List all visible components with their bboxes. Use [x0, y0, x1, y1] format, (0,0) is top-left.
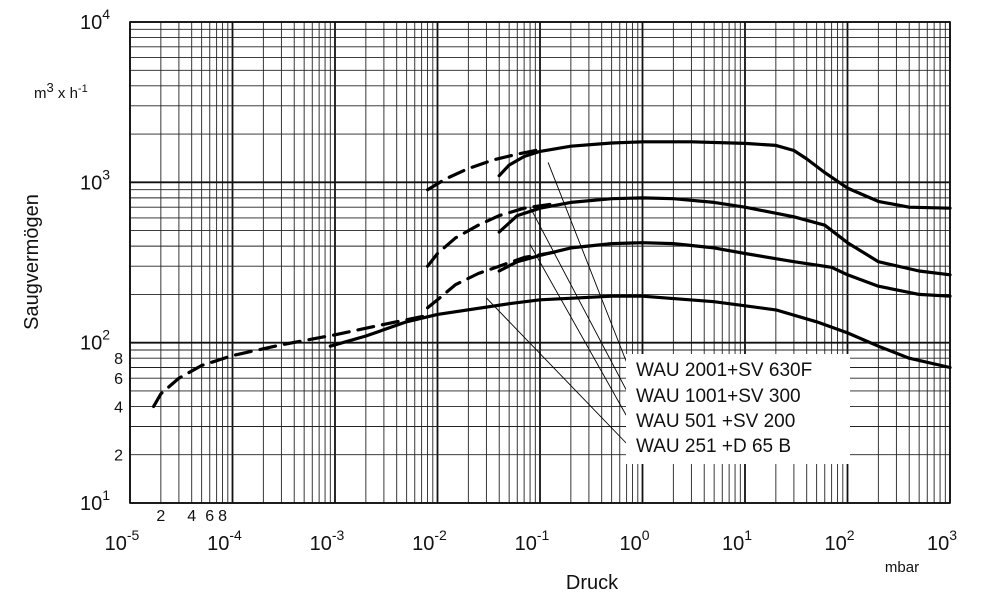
legend: WAU 2001+SV 630F WAU 1001+SV 300 WAU 501… — [626, 354, 850, 464]
x-axis-title: Druck — [566, 572, 619, 594]
legend-leader-lines — [486, 162, 631, 448]
legend-leader-1 — [547, 162, 631, 372]
legend-leader-4 — [486, 297, 631, 448]
series-1-dashed-curve — [426, 148, 542, 192]
curves — [152, 140, 952, 409]
legend-box — [626, 354, 850, 464]
plot-frame — [129, 21, 951, 504]
x-tick-label: 102 — [824, 527, 854, 555]
x-tick-label: 10-3 — [310, 527, 345, 555]
legend-leader-2 — [529, 206, 631, 398]
series-2-solid-curve — [497, 196, 952, 277]
y-minor-tick-label: 8 — [114, 351, 123, 368]
x-tick-label: 100 — [619, 527, 649, 555]
legend-item-1: WAU 2001+SV 630F — [636, 360, 812, 381]
y-minor-tick-label: 6 — [114, 371, 123, 388]
y-tick-label: 101 — [80, 487, 110, 515]
series-2-dashed-curve — [426, 201, 560, 268]
legend-item-4: WAU 251 +D 65 B — [636, 436, 791, 457]
x-tick-label: 101 — [722, 527, 752, 555]
x-axis-tick-labels: 10-5 10-4 10-3 10-2 10-1 100 101 102 103 2 4 6 8 — [105, 508, 958, 555]
y-tick-label: 103 — [80, 166, 110, 194]
y-minor-tick-label: 2 — [114, 448, 123, 465]
x-axis-unit: mbar — [885, 559, 919, 576]
y-minor-tick-label: 4 — [114, 399, 123, 416]
series-4-dashed-curve — [152, 313, 430, 409]
legend-leader-3 — [529, 244, 631, 423]
y-axis-title: Saugvermögen — [21, 194, 43, 330]
y-axis-unit: m3 x h-1 — [34, 80, 88, 102]
y-tick-label: 102 — [80, 327, 110, 355]
series-3-solid-curve — [497, 241, 952, 298]
x-tick-label: 10-5 — [105, 527, 140, 555]
x-tick-label: 10-1 — [515, 527, 550, 555]
x-tick-label: 103 — [927, 527, 957, 555]
x-minor-tick-label: 6 — [205, 508, 214, 525]
legend-item-3: WAU 501 +SV 200 — [636, 411, 795, 432]
x-tick-label: 10-2 — [412, 527, 447, 555]
x-tick-label: 10-4 — [207, 527, 242, 555]
x-minor-tick-label: 4 — [187, 508, 196, 525]
x-minor-tick-label: 2 — [156, 508, 165, 525]
series-4-solid-curve — [328, 294, 952, 370]
series-1-solid-curve — [497, 140, 952, 210]
x-minor-tick-label: 8 — [218, 508, 227, 525]
legend-item-2: WAU 1001+SV 300 — [636, 386, 801, 407]
series-3-dashed-curve — [426, 250, 560, 310]
y-axis-tick-labels: 101 102 103 104 2 4 6 8 — [80, 6, 123, 515]
y-tick-label: 104 — [80, 6, 110, 34]
